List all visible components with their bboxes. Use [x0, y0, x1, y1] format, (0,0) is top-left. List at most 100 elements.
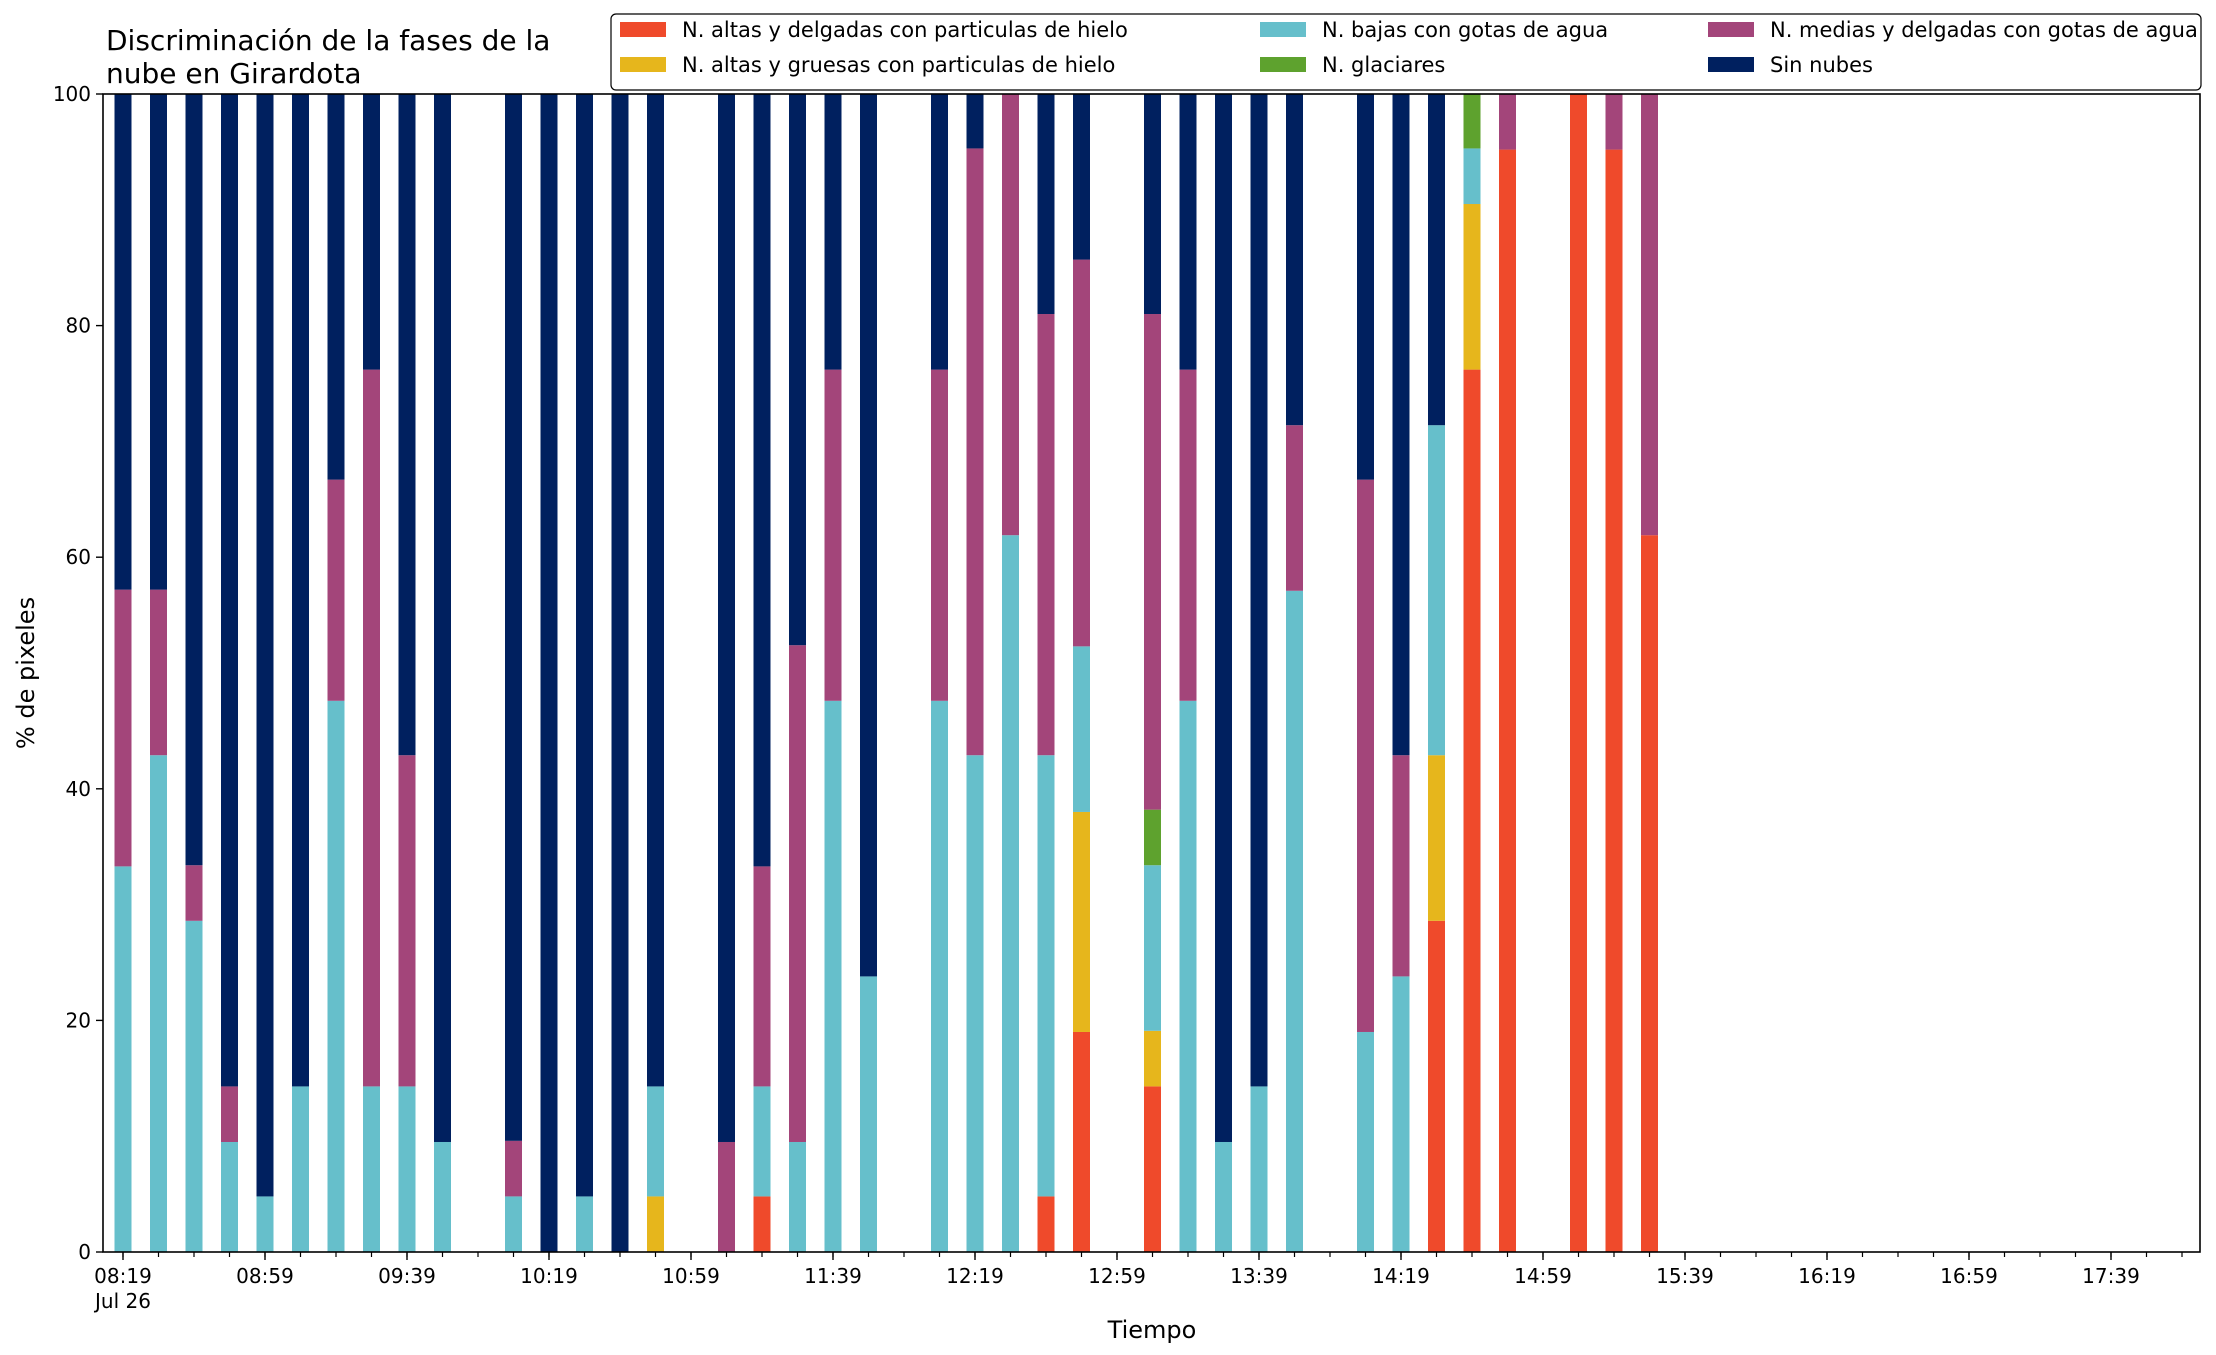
bar-0829-sin_nubes — [150, 94, 167, 590]
bar-0859-bajas — [256, 1196, 274, 1252]
bar-1319-bajas — [1179, 700, 1197, 1252]
chart-title-line-2: nube en Girardota — [106, 57, 361, 90]
bar-1249-sin_nubes — [1073, 94, 1090, 260]
legend-label-sin_nubes: Sin nubes — [1770, 53, 1873, 77]
bar-1529-altas_delgadas — [1641, 535, 1658, 1252]
y-tick-label-60: 60 — [66, 545, 91, 569]
y-axis: 0 20 40 60 80 100 — [53, 82, 103, 1264]
bar-1209-medias — [931, 369, 948, 701]
bar-1219-bajas — [966, 755, 984, 1252]
bar-0949-sin_nubes — [434, 94, 451, 1142]
legend-swatch-altas_delgadas — [620, 22, 666, 37]
bar-0839-medias — [185, 865, 203, 921]
legend-swatch-sin_nubes — [1708, 57, 1754, 72]
bar-1249-bajas — [1073, 646, 1090, 812]
bar-1019-sin_nubes — [540, 94, 558, 1252]
bar-0939-sin_nubes — [398, 94, 416, 756]
bar-1129-bajas — [789, 1141, 806, 1252]
bar-1509-altas_delgadas — [1570, 94, 1587, 1252]
bar-1429-bajas — [1428, 425, 1445, 756]
bar-0919-sin_nubes — [327, 94, 345, 480]
x-tick-label: 14:59 — [1514, 1264, 1572, 1288]
bar-1309-altas_gruesas — [1144, 1030, 1161, 1087]
bar-0909-sin_nubes — [292, 94, 309, 1087]
bar-0909-bajas — [292, 1086, 309, 1252]
bar-1229-medias — [1002, 94, 1019, 536]
bar-1119-altas_delgadas — [753, 1196, 771, 1252]
bar-0839-sin_nubes — [185, 94, 203, 866]
bar-1519-medias — [1605, 94, 1623, 150]
bar-0819-bajas — [114, 866, 132, 1252]
y-tick-label-20: 20 — [66, 1008, 91, 1032]
legend-frame — [610, 13, 2202, 91]
bar-1109-medias — [718, 1141, 735, 1252]
bar-0919-medias — [327, 479, 345, 701]
bar-1029-bajas — [576, 1196, 593, 1252]
bar-1529-medias — [1641, 94, 1658, 536]
bar-1219-medias — [966, 148, 984, 756]
bar-1429-sin_nubes — [1428, 94, 1445, 426]
x-tick-label: 10:59 — [662, 1264, 720, 1288]
bar-1439-glaciares — [1463, 94, 1481, 149]
bar-1309-medias — [1144, 314, 1161, 810]
bar-1329-bajas — [1215, 1141, 1232, 1252]
bar-1429-altas_delgadas — [1428, 920, 1445, 1252]
bar-1029-sin_nubes — [576, 94, 593, 1197]
x-tick-label: 08:19 — [94, 1264, 152, 1288]
bar-1239-sin_nubes — [1037, 94, 1055, 315]
bar-1309-sin_nubes — [1144, 94, 1161, 315]
legend-label-glaciares: N. glaciares — [1322, 53, 1445, 77]
bar-1109-sin_nubes — [718, 94, 735, 1142]
bar-1239-medias — [1037, 314, 1055, 756]
legend: N. altas y delgadas con particulas de hi… — [610, 13, 2202, 91]
legend-label-altas_delgadas: N. altas y delgadas con particulas de hi… — [682, 18, 1128, 42]
bar-1139-sin_nubes — [824, 94, 842, 370]
bar-1009-medias — [505, 1140, 522, 1197]
bar-1249-altas_delgadas — [1073, 1031, 1090, 1252]
bar-1339-bajas — [1250, 1086, 1268, 1252]
bar-1309-bajas — [1144, 865, 1161, 1031]
x-tick-label: 12:59 — [1088, 1264, 1146, 1288]
bar-1449-altas_delgadas — [1499, 149, 1516, 1253]
x-tick-label: 15:39 — [1656, 1264, 1714, 1288]
bar-0819-medias — [114, 589, 132, 867]
bar-1519-altas_delgadas — [1605, 149, 1623, 1253]
legend-label-bajas: N. bajas con gotas de agua — [1322, 18, 1608, 42]
bar-1119-bajas — [753, 1086, 771, 1197]
bar-1229-bajas — [1002, 535, 1019, 1252]
bar-0829-medias — [150, 589, 167, 756]
legend-swatch-medias — [1708, 22, 1754, 37]
bar-1149-bajas — [860, 976, 877, 1252]
x-tick-label: 13:39 — [1230, 1264, 1288, 1288]
x-tick-label: 11:39 — [804, 1264, 862, 1288]
bar-0849-medias — [221, 1086, 238, 1142]
bar-1449-medias — [1499, 94, 1516, 150]
bar-1419-medias — [1392, 755, 1410, 977]
bar-0929-medias — [363, 369, 380, 1087]
bar-1219-sin_nubes — [966, 94, 984, 149]
bar-0839-bajas — [185, 920, 203, 1252]
legend-swatch-altas_gruesas — [620, 57, 666, 72]
bar-0929-bajas — [363, 1086, 380, 1252]
bar-1439-bajas — [1463, 148, 1481, 205]
bar-1249-medias — [1073, 259, 1090, 647]
bar-1129-medias — [789, 645, 806, 1142]
bar-1409-medias — [1357, 479, 1374, 1032]
bar-1339-sin_nubes — [1250, 94, 1268, 1087]
bar-1349-medias — [1286, 425, 1303, 591]
bar-1049-altas_gruesas — [647, 1196, 664, 1252]
y-tick-label-0: 0 — [78, 1240, 91, 1264]
bar-1419-sin_nubes — [1392, 94, 1410, 756]
bar-1409-bajas — [1357, 1031, 1374, 1252]
bar-0859-sin_nubes — [256, 94, 274, 1197]
bar-1409-sin_nubes — [1357, 94, 1374, 480]
x-tick-label: 17:39 — [2082, 1264, 2140, 1288]
bar-1329-sin_nubes — [1215, 94, 1232, 1142]
bar-1429-altas_gruesas — [1428, 755, 1445, 921]
x-tick-label: 09:39 — [378, 1264, 436, 1288]
bar-0849-bajas — [221, 1141, 238, 1252]
bar-1149-sin_nubes — [860, 94, 877, 977]
bar-0939-medias — [398, 755, 416, 1087]
bar-1349-bajas — [1286, 590, 1303, 1252]
